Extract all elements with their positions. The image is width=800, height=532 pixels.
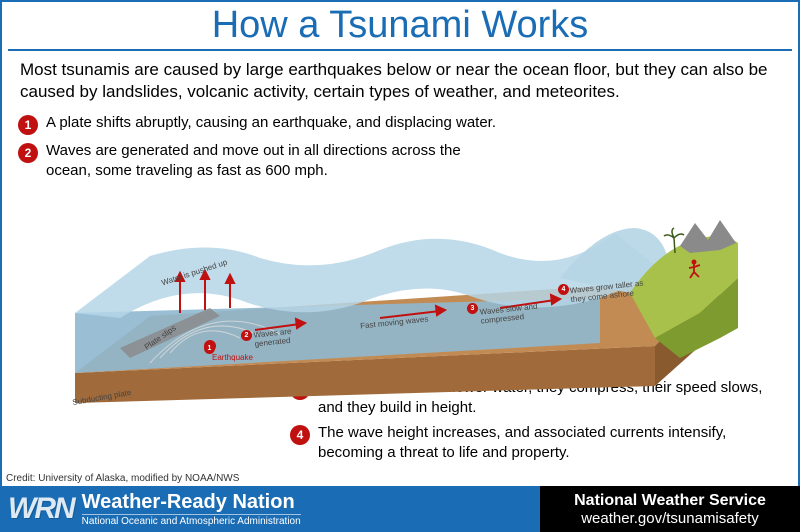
footer-left: WRN Weather-Ready Nation National Oceani… [0, 486, 540, 532]
footer-url: weather.gov/tsunamisafety [581, 510, 759, 527]
diagram-dot-2: 2 [241, 330, 252, 341]
footer-subtitle: National Oceanic and Atmospheric Adminis… [82, 514, 301, 527]
step-4: 4 The wave height increases, and associa… [290, 423, 780, 462]
footer-right: National Weather Service weather.gov/tsu… [540, 486, 800, 532]
tsunami-diagram [60, 218, 740, 408]
diagram-dot-1: 1 [204, 343, 215, 354]
footer-nws: National Weather Service [574, 492, 766, 510]
footer-left-text: Weather-Ready Nation National Oceanic an… [82, 491, 301, 527]
diagram-dot-3: 3 [467, 303, 478, 314]
wrn-logo: WRN [6, 492, 82, 526]
footer-title: Weather-Ready Nation [82, 491, 301, 514]
footer: WRN Weather-Ready Nation National Oceani… [0, 486, 800, 532]
diagram-dot-4: 4 [558, 284, 569, 295]
step-4-text: The wave height increases, and associate… [318, 423, 780, 462]
step-4-number: 4 [290, 425, 310, 445]
label-earthquake: Earthquake [212, 353, 253, 362]
credit-text: Credit: University of Alaska, modified b… [6, 473, 239, 484]
